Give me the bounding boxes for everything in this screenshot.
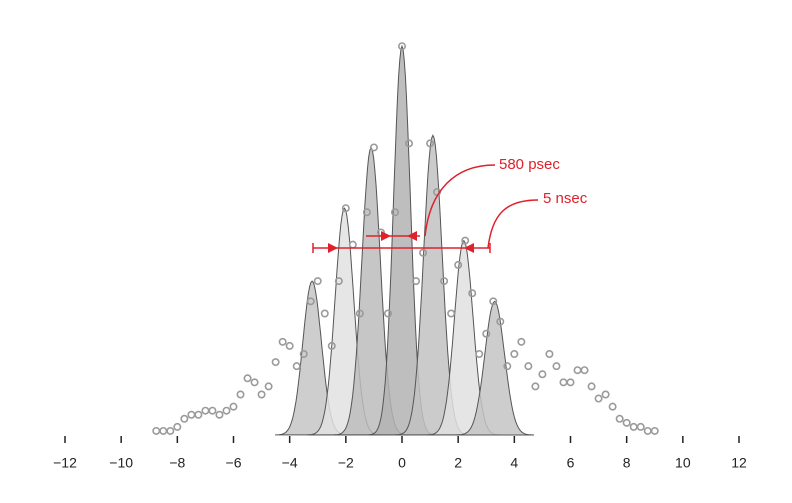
data-point: [482, 329, 491, 338]
data-point: [243, 374, 252, 383]
data-point: [496, 317, 505, 326]
data-point: [180, 414, 189, 423]
data-point: [383, 309, 392, 318]
data-point: [292, 362, 301, 371]
data-point: [566, 378, 575, 387]
data-point: [503, 362, 512, 371]
annotation-arrows: [312, 164, 539, 253]
data-point: [222, 406, 231, 415]
data-point: [608, 402, 617, 411]
data-point: [159, 426, 168, 435]
data-point: [215, 410, 224, 419]
data-point: [489, 297, 498, 306]
data-point: [538, 370, 547, 379]
data-point: [166, 426, 175, 435]
data-point: [419, 248, 428, 257]
annotation: 5 nsec: [543, 190, 588, 207]
data-point: [369, 143, 378, 152]
data-point: [454, 260, 463, 269]
x-tick-label: 8: [623, 455, 631, 471]
data-point: [650, 426, 659, 435]
data-point: [229, 402, 238, 411]
data-point: [264, 382, 273, 391]
data-point: [320, 309, 329, 318]
data-point: [257, 390, 266, 399]
data-point: [643, 426, 652, 435]
data-point: [440, 277, 449, 286]
data-point: [615, 414, 624, 423]
x-tick-label: −6: [226, 455, 242, 471]
data-point: [461, 236, 470, 245]
data-point: [250, 378, 259, 387]
x-tick-label: 12: [731, 455, 747, 471]
x-tick-label: −4: [282, 455, 298, 471]
arrow-head: [328, 243, 338, 253]
peak: [455, 300, 535, 436]
data-point: [313, 277, 322, 286]
data-point: [271, 358, 280, 367]
x-tick-label: −12: [53, 455, 77, 471]
data-point: [278, 337, 287, 346]
data-point: [629, 422, 638, 431]
data-point: [405, 139, 414, 148]
data-point: [545, 349, 554, 358]
data-point: [362, 208, 371, 217]
arrow-head: [464, 243, 474, 253]
data-point: [426, 139, 435, 148]
data-point: [517, 337, 526, 346]
data-point: [447, 309, 456, 318]
x-tick-label: 10: [675, 455, 691, 471]
data-point: [397, 42, 406, 51]
data-point: [173, 422, 182, 431]
x-tick-label: −8: [169, 455, 185, 471]
data-point: [390, 208, 399, 217]
data-point: [580, 366, 589, 375]
data-point: [622, 418, 631, 427]
x-tick-label: −2: [338, 455, 354, 471]
x-tick-label: −10: [109, 455, 133, 471]
arrow-head: [407, 231, 417, 241]
data-point: [236, 390, 245, 399]
data-point: [510, 349, 519, 358]
data-point: [475, 349, 484, 358]
x-tick-label: 0: [398, 455, 406, 471]
data-point: [327, 341, 336, 350]
x-tick-label: 2: [454, 455, 462, 471]
data-point: [587, 382, 596, 391]
data-point: [348, 240, 357, 249]
data-point: [573, 366, 582, 375]
data-point: [208, 406, 217, 415]
data-point: [306, 297, 315, 306]
data-point: [152, 426, 161, 435]
data-point: [201, 406, 210, 415]
data-point: [552, 362, 561, 371]
annotation: 580 psec: [499, 156, 560, 173]
data-point: [531, 382, 540, 391]
data-point: [412, 277, 421, 286]
data-point: [524, 362, 533, 371]
data-point: [334, 277, 343, 286]
data-point: [299, 349, 308, 358]
data-point: [194, 410, 203, 419]
data-point: [636, 422, 645, 431]
x-tick-label: 4: [510, 455, 518, 471]
leader: [487, 199, 539, 249]
data-point: [355, 309, 364, 318]
leader: [424, 164, 496, 237]
data-point: [559, 378, 568, 387]
data-point: [594, 394, 603, 403]
data-point: [468, 289, 477, 298]
data-point: [341, 204, 350, 213]
arrow-head: [381, 231, 391, 241]
x-tick-label: 6: [567, 455, 575, 471]
data-point: [285, 341, 294, 350]
data-point: [187, 410, 196, 419]
peak-layer: [275, 44, 535, 436]
data-point: [601, 390, 610, 399]
point-layer: [152, 42, 659, 435]
